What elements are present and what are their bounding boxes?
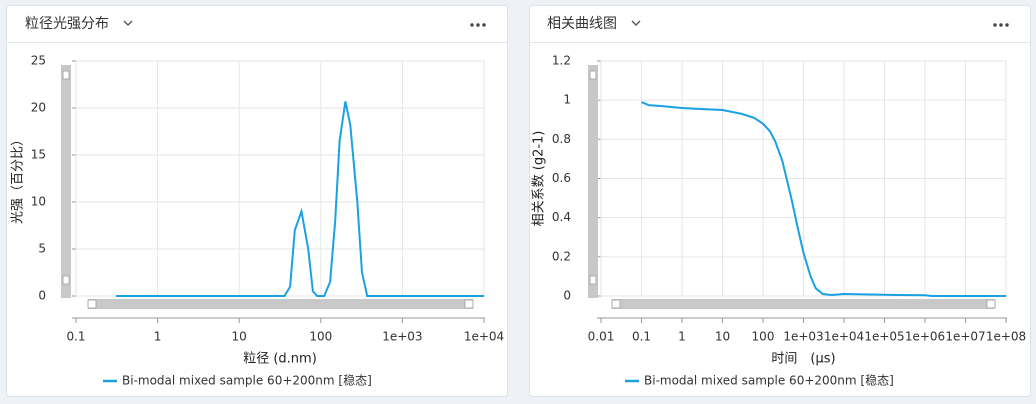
y-tick-label: 10 [31, 195, 46, 209]
panel-title: 粒径光强分布 [25, 16, 109, 32]
scrollbar-handle[interactable] [87, 299, 97, 309]
scrollbar-track[interactable] [588, 65, 598, 298]
more-menu[interactable] [470, 23, 486, 27]
y-tick-label: 5 [38, 242, 46, 256]
x-tick-label: 100 [752, 330, 775, 344]
scrollbar-track[interactable] [612, 299, 995, 309]
scrollbar-handle[interactable] [589, 70, 597, 80]
y-tick-label: 15 [31, 148, 46, 162]
y-tick-label: 1 [563, 93, 571, 107]
panel-title: 相关曲线图 [547, 16, 617, 32]
panel [529, 5, 1031, 397]
more-menu[interactable] [993, 23, 1009, 27]
y-tick-label: 20 [31, 101, 46, 115]
x-axis-label: 粒径 (d.nm) [243, 352, 317, 367]
x-tick-label: 0.1 [66, 330, 85, 344]
x-tick-label: 0.1 [632, 330, 651, 344]
data-line [641, 101, 1006, 297]
legend-label[interactable]: Bi-modal mixed sample 60+200nm [稳态] [122, 373, 372, 388]
x-tick-label: 100 [309, 330, 332, 344]
x-tick-label: 1 [154, 330, 162, 344]
x-tick-label: 1 [678, 330, 686, 344]
scrollbar-handle[interactable] [986, 299, 996, 309]
x-tick-label: 1e+07 [945, 330, 985, 344]
y-tick-label: 1.2 [552, 54, 571, 68]
x-tick-label: 1e+03 [382, 330, 422, 344]
y-axis-label: 光强（百分比） [11, 133, 26, 224]
scrollbar-handle[interactable] [611, 299, 621, 309]
scrollbar-handle[interactable] [464, 299, 474, 309]
y-tick-label: 0.2 [552, 249, 571, 263]
scrollbar-handle[interactable] [62, 70, 70, 80]
panel [6, 5, 508, 397]
scrollbar-handle[interactable] [589, 275, 597, 285]
x-tick-label: 10 [232, 330, 247, 344]
x-tick-label: 10 [715, 330, 730, 344]
x-tick-label: 1e+08 [986, 330, 1026, 344]
y-tick-label: 0.8 [552, 132, 571, 146]
scrollbar-track[interactable] [88, 299, 473, 309]
y-tick-label: 25 [31, 54, 46, 68]
x-tick-label: 1e+04 [824, 330, 864, 344]
scrollbar-handle[interactable] [62, 275, 70, 285]
x-tick-label: 1e+03 [783, 330, 823, 344]
dropdown-chevron[interactable] [631, 20, 641, 26]
y-tick-label: 0 [563, 289, 571, 303]
y-tick-label: 0.4 [552, 210, 571, 224]
y-tick-label: 0 [38, 289, 46, 303]
x-tick-label: 0.01 [588, 330, 615, 344]
y-axis-label: 相关系数 (g2-1) [532, 131, 547, 227]
x-tick-label: 1e+04 [464, 330, 504, 344]
y-tick-label: 0.6 [552, 171, 571, 185]
scrollbar-track[interactable] [61, 65, 71, 298]
x-axis-label: 时间 (μs) [771, 352, 835, 367]
x-tick-label: 1e+06 [905, 330, 945, 344]
data-line [116, 101, 484, 297]
dropdown-chevron[interactable] [123, 20, 133, 26]
x-tick-label: 1e+05 [864, 330, 904, 344]
legend-label[interactable]: Bi-modal mixed sample 60+200nm [稳态] [644, 373, 894, 388]
